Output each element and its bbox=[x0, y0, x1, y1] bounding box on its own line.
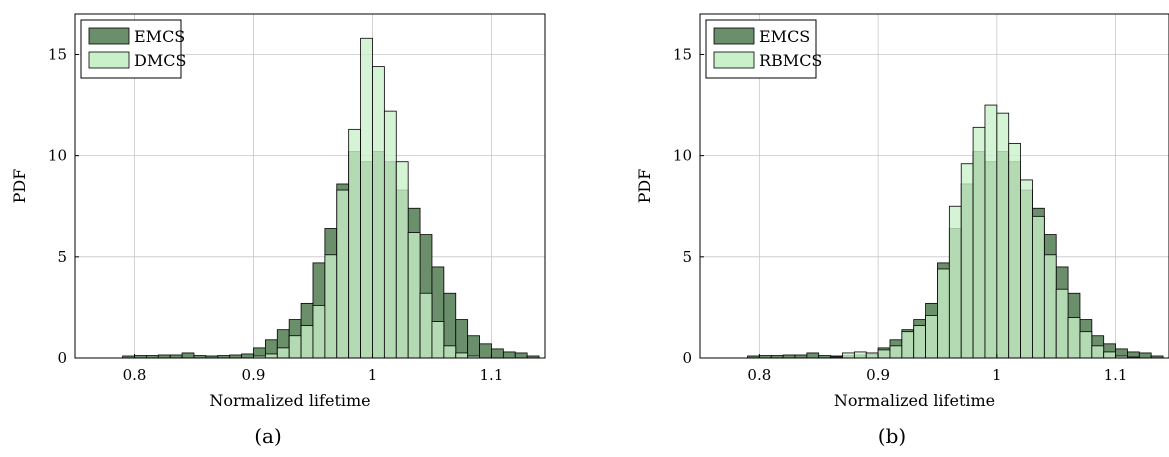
y-tick-label: 15 bbox=[48, 45, 67, 63]
histogram-bar-dmcs bbox=[419, 292, 433, 359]
y-tick-label: 10 bbox=[673, 147, 692, 165]
y-axis-label: PDF bbox=[10, 169, 29, 204]
histogram-bar-emcs bbox=[1138, 352, 1152, 359]
histogram-bar-rbmcs bbox=[877, 349, 891, 359]
caption-b: (b) bbox=[852, 424, 932, 448]
histogram-bar-emcs bbox=[491, 348, 504, 359]
histogram-bar-rbmcs bbox=[913, 325, 926, 359]
histogram-bar-rbmcs bbox=[853, 351, 867, 359]
x-axis-label: Normalized lifetime bbox=[834, 391, 995, 410]
histogram-bar-rbmcs bbox=[1091, 345, 1105, 359]
histogram-bar-emcs bbox=[467, 335, 480, 359]
histogram-bar-rbmcs bbox=[972, 126, 986, 359]
y-tick-label: 0 bbox=[682, 349, 692, 367]
y-axis-label: PDF bbox=[635, 169, 654, 204]
histogram-bar-dmcs bbox=[336, 189, 350, 359]
histogram-bar-emcs bbox=[455, 319, 469, 359]
histogram-bar-rbmcs bbox=[1020, 179, 1033, 359]
histogram-bar-rbmcs bbox=[960, 163, 974, 359]
x-tick-label: 1.1 bbox=[1104, 366, 1128, 384]
x-tick-label: 1 bbox=[992, 366, 1002, 384]
histogram-bar-rbmcs bbox=[865, 352, 879, 359]
histogram-bar-rbmcs bbox=[1079, 331, 1093, 359]
histogram-bar-rbmcs bbox=[842, 352, 855, 359]
y-tick-label: 10 bbox=[48, 147, 67, 165]
x-axis-label: Normalized lifetime bbox=[209, 391, 370, 410]
histogram-bar-dmcs bbox=[276, 347, 290, 359]
histogram-bar-dmcs bbox=[324, 254, 338, 359]
y-tick-label: 0 bbox=[57, 349, 67, 367]
x-tick-label: 0.8 bbox=[123, 366, 147, 384]
plot-frame bbox=[699, 13, 1169, 359]
histogram-bar-rbmcs bbox=[889, 345, 903, 359]
histogram-bar-rbmcs bbox=[1008, 143, 1021, 359]
chart-panel-a: 0.8 0.9 1 1.1 0 5 10 15 Normalized lifetime PDF EM… bbox=[10, 13, 546, 410]
legend-swatch-emcs bbox=[713, 27, 755, 45]
histogram-bar-emcs bbox=[514, 352, 528, 359]
x-tick-label: 0.9 bbox=[242, 366, 266, 384]
histogram-bar-rbmcs bbox=[937, 268, 950, 359]
x-tick-label: 1 bbox=[368, 366, 378, 384]
histogram-bar-rbmcs bbox=[1043, 254, 1057, 359]
legend-swatch-dmcs bbox=[88, 51, 130, 69]
histogram-bar-rbmcs bbox=[984, 104, 998, 359]
plot-frame bbox=[74, 13, 546, 359]
histogram-bar-rbmcs bbox=[1067, 317, 1081, 359]
y-tick-label: 15 bbox=[673, 45, 692, 63]
histogram-bar-rbmcs bbox=[925, 315, 938, 359]
histogram-bar-dmcs bbox=[431, 321, 445, 359]
histogram-bar-dmcs bbox=[288, 335, 302, 359]
histogram-bar-emcs bbox=[502, 351, 516, 359]
histogram-bar-dmcs bbox=[443, 345, 457, 359]
histogram-bar-dmcs bbox=[407, 232, 421, 359]
caption-b-text: (b) bbox=[877, 424, 907, 448]
histogram-bar-rbmcs bbox=[1032, 215, 1045, 359]
histogram-bar-dmcs bbox=[395, 161, 409, 359]
legend-swatch-emcs bbox=[88, 27, 130, 45]
histogram-bar-emcs bbox=[241, 353, 254, 359]
legend-label-emcs: EMCS bbox=[759, 27, 810, 46]
x-tick-label: 1.1 bbox=[480, 366, 504, 384]
histogram-bar-rbmcs bbox=[1055, 288, 1069, 359]
y-tick-label: 5 bbox=[682, 248, 692, 266]
histogram-bar-rbmcs bbox=[1103, 351, 1116, 359]
legend-label-rbmcs: RBMCS bbox=[759, 51, 822, 70]
caption-a-text: (a) bbox=[254, 424, 282, 448]
histogram-bar-dmcs bbox=[455, 352, 469, 359]
legend-label-dmcs: DMCS bbox=[134, 51, 186, 70]
histogram-bar-rbmcs bbox=[901, 331, 915, 359]
histogram-bar-dmcs bbox=[312, 304, 326, 359]
histogram-bar-dmcs bbox=[300, 325, 314, 359]
histogram-bar-dmcs bbox=[348, 128, 361, 359]
histogram-bar-rbmcs bbox=[996, 112, 1010, 359]
legend-swatch-rbmcs bbox=[713, 51, 755, 69]
y-tick-label: 5 bbox=[57, 248, 67, 266]
histogram-bar-emcs bbox=[806, 352, 820, 359]
histogram-bar-dmcs bbox=[360, 37, 373, 359]
x-tick-label: 0.8 bbox=[747, 366, 771, 384]
histogram-bar-emcs bbox=[181, 352, 195, 359]
legend-label-emcs: EMCS bbox=[134, 27, 185, 46]
x-tick-label: 0.9 bbox=[866, 366, 890, 384]
histogram-bar-rbmcs bbox=[948, 205, 962, 359]
histogram-bar-dmcs bbox=[372, 66, 385, 359]
histogram-bar-emcs bbox=[479, 343, 492, 359]
histogram-bar-dmcs bbox=[383, 110, 397, 359]
histogram-bar-dmcs bbox=[264, 353, 278, 359]
caption-a: (a) bbox=[228, 424, 308, 448]
chart-panel-b: 0.8 0.9 1 1.1 0 5 10 15 Normalized lifetime PDF EM… bbox=[635, 13, 1169, 410]
